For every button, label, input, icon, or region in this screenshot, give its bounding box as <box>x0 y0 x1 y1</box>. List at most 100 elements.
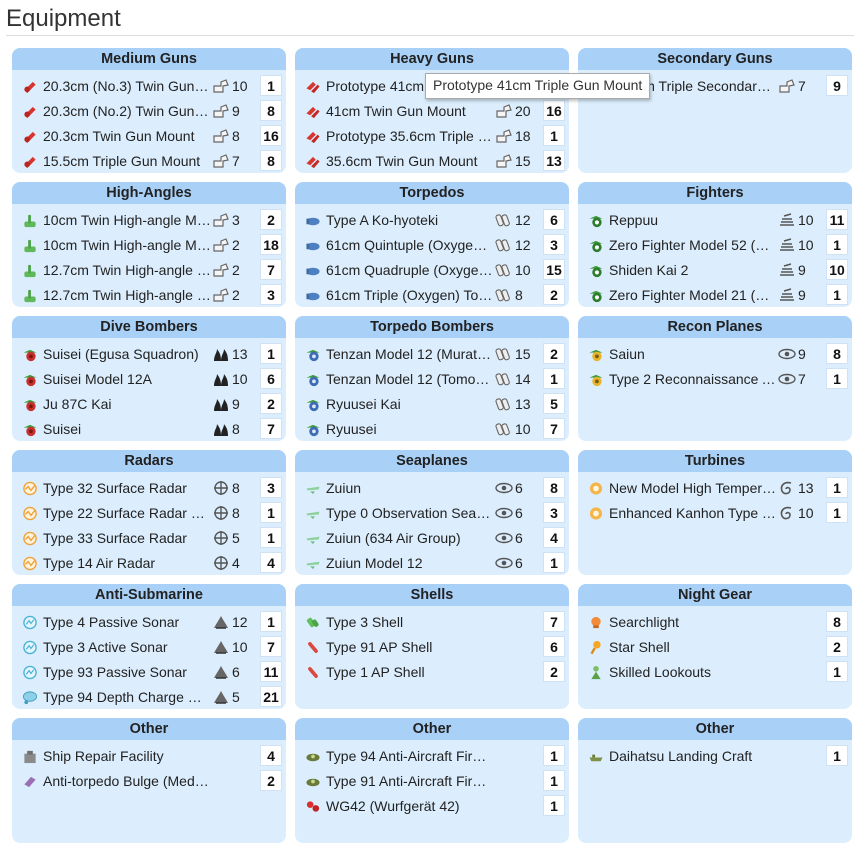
equipment-row[interactable]: Tenzan Model 12 (Tomonaga Squadron) 14 1 <box>295 367 569 391</box>
equipment-row[interactable]: 10cm Twin High-angle Mount 3 2 <box>12 208 286 232</box>
count-badge: 18 <box>260 234 282 255</box>
torpedo-stat-icon <box>495 421 513 437</box>
equipment-row[interactable]: Enhanced Kanhon Type Turbine 10 1 <box>578 501 852 525</box>
equipment-row[interactable]: Zero Fighter Model 21 (Skilled) 9 1 <box>578 283 852 307</box>
equipment-row[interactable]: Prototype 35.6cm Triple Gun Mount 18 1 <box>295 124 569 148</box>
count-badge: 1 <box>543 795 565 816</box>
equipment-row[interactable]: 20.3cm (No.3) Twin Gun Mount 10 1 <box>12 74 286 98</box>
equipment-row[interactable]: Type 94 Depth Charge Projector 5 21 <box>12 685 286 709</box>
equipment-row[interactable]: Tenzan Model 12 (Murata Squadron) 15 2 <box>295 342 569 366</box>
equipment-row[interactable]: Suisei (Egusa Squadron) 13 1 <box>12 342 286 366</box>
dive-bomber-icon <box>22 347 38 362</box>
count-badge: 3 <box>260 284 282 305</box>
equipment-row[interactable]: 41cm Twin Gun Mount 20 16 <box>295 99 569 123</box>
equipment-row[interactable]: Daihatsu Landing Craft 1 <box>578 744 852 768</box>
equipment-name: Saiun <box>609 346 645 362</box>
count-badge: 2 <box>543 661 565 682</box>
equipment-row[interactable]: 12.7cm Twin High-angle Mount 2 7 <box>12 258 286 282</box>
equipment-row[interactable]: 10cm Twin High-angle Mount 2 18 <box>12 233 286 257</box>
equipment-row[interactable]: Type 32 Surface Radar 8 3 <box>12 476 286 500</box>
evasion-icon <box>778 505 796 521</box>
category-panel: Other Type 94 Anti-Aircraft Fire Director… <box>295 718 569 843</box>
equipment-name: 61cm Triple (Oxygen) Torpedo <box>326 287 494 303</box>
equipment-row[interactable]: WG42 (Wurfgerät 42) 1 <box>295 794 569 818</box>
equipment-row[interactable]: Type 3 Active Sonar 10 7 <box>12 635 286 659</box>
equipment-row[interactable]: Type 22 Surface Radar Kai 4 8 1 <box>12 501 286 525</box>
stat-value: 8 <box>232 128 240 144</box>
equipment-row[interactable]: Searchlight 8 <box>578 610 852 634</box>
equipment-row[interactable]: Shiden Kai 2 9 10 <box>578 258 852 282</box>
equipment-row[interactable]: Ryuusei 10 7 <box>295 417 569 441</box>
equipment-row[interactable]: Type 0 Observation Seaplane 6 3 <box>295 501 569 525</box>
equipment-row[interactable]: 61cm Triple (Oxygen) Torpedo 8 2 <box>295 283 569 307</box>
equipment-row[interactable]: Ship Repair Facility 4 <box>12 744 286 768</box>
firepower-icon <box>212 153 230 169</box>
stat-value: 13 <box>232 346 248 362</box>
equipment-row[interactable]: Saiun 9 8 <box>578 342 852 366</box>
equipment-row[interactable]: Type 1 AP Shell 2 <box>295 660 569 684</box>
fighter-icon <box>588 213 604 228</box>
equipment-row[interactable]: 35.6cm Twin Gun Mount 15 13 <box>295 149 569 173</box>
bulge-icon <box>22 774 38 789</box>
equipment-row[interactable]: Type A Ko-hyoteki 12 6 <box>295 208 569 232</box>
equipment-row[interactable]: Suisei 8 7 <box>12 417 286 441</box>
line-of-sight-icon <box>778 371 796 387</box>
equipment-row[interactable]: Skilled Lookouts 1 <box>578 660 852 684</box>
seaplane-icon <box>305 531 321 546</box>
category-title: Fighters <box>578 182 852 204</box>
equipment-row[interactable]: Zuiun (634 Air Group) 6 4 <box>295 526 569 550</box>
equipment-row[interactable]: Star Shell 2 <box>578 635 852 659</box>
firepower-icon <box>212 287 230 303</box>
equipment-row[interactable]: Zuiun 6 8 <box>295 476 569 500</box>
equipment-row[interactable]: 61cm Quadruple (Oxygen) Torpedo 10 15 <box>295 258 569 282</box>
equipment-row[interactable]: Ryuusei Kai 13 5 <box>295 392 569 416</box>
equipment-row[interactable]: Zuiun Model 12 6 1 <box>295 551 569 575</box>
count-badge: 2 <box>260 393 282 414</box>
equipment-row[interactable]: Type 91 Anti-Aircraft Fire Director 1 <box>295 769 569 793</box>
equipment-row[interactable]: 15.2cm Triple Secondary Gun Mount79 <box>578 74 852 98</box>
anti-submarine-icon <box>212 664 230 680</box>
equipment-row[interactable]: 15.5cm Triple Gun Mount 7 8 <box>12 149 286 173</box>
count-badge: 6 <box>543 209 565 230</box>
equipment-row[interactable]: Ju 87C Kai 9 2 <box>12 392 286 416</box>
firepower-icon <box>495 153 513 169</box>
stat-value: 4 <box>232 555 240 571</box>
category-title: Shells <box>295 584 569 606</box>
count-badge: 1 <box>826 477 848 498</box>
equipment-name: Suisei <box>43 421 82 437</box>
equipment-row[interactable]: Type 2 Reconnaissance Aircraft 7 1 <box>578 367 852 391</box>
stat-value: 10 <box>798 505 814 521</box>
equipment-row[interactable]: New Model High Temperature High Pressure… <box>578 476 852 500</box>
torpedo-icon <box>305 288 321 303</box>
equipment-row[interactable]: 20.3cm Twin Gun Mount 8 16 <box>12 124 286 148</box>
equipment-row[interactable]: 61cm Quintuple (Oxygen) Torpedo 12 3 <box>295 233 569 257</box>
count-badge: 6 <box>543 636 565 657</box>
category-title: Other <box>12 718 286 740</box>
equipment-row[interactable]: Type 91 AP Shell 6 <box>295 635 569 659</box>
equipment-row[interactable]: Suisei Model 12A 10 6 <box>12 367 286 391</box>
line-of-sight-icon <box>495 480 513 496</box>
count-badge: 10 <box>826 259 848 280</box>
equipment-row[interactable]: Type 93 Passive Sonar 6 11 <box>12 660 286 684</box>
category-title: Turbines <box>578 450 852 472</box>
equipment-row[interactable]: Type 3 Shell 7 <box>295 610 569 634</box>
medium-gun-icon <box>22 129 38 144</box>
equipment-name: 12.7cm Twin High-angle Mount <box>43 262 211 278</box>
stat-value: 9 <box>798 287 806 303</box>
equipment-row[interactable]: Type 94 Anti-Aircraft Fire Director 1 <box>295 744 569 768</box>
equipment-name: Type 0 Observation Seaplane <box>326 505 494 521</box>
category-title: Dive Bombers <box>12 316 286 338</box>
count-badge: 3 <box>543 234 565 255</box>
stat-value: 10 <box>798 237 814 253</box>
equipment-row[interactable]: Type 33 Surface Radar 5 1 <box>12 526 286 550</box>
line-of-sight-icon <box>495 555 513 571</box>
equipment-name: Type 91 Anti-Aircraft Fire Director <box>326 773 494 789</box>
equipment-row[interactable]: Zero Fighter Model 52 (Skilled) 10 1 <box>578 233 852 257</box>
equipment-row[interactable]: Type 14 Air Radar 4 4 <box>12 551 286 575</box>
stat-value: 6 <box>515 555 523 571</box>
equipment-row[interactable]: Type 4 Passive Sonar 12 1 <box>12 610 286 634</box>
equipment-row[interactable]: Reppuu 10 11 <box>578 208 852 232</box>
equipment-row[interactable]: 12.7cm Twin High-angle Mount 2 3 <box>12 283 286 307</box>
equipment-row[interactable]: 20.3cm (No.2) Twin Gun Mount 9 8 <box>12 99 286 123</box>
equipment-row[interactable]: Anti-torpedo Bulge (Medium) 2 <box>12 769 286 793</box>
